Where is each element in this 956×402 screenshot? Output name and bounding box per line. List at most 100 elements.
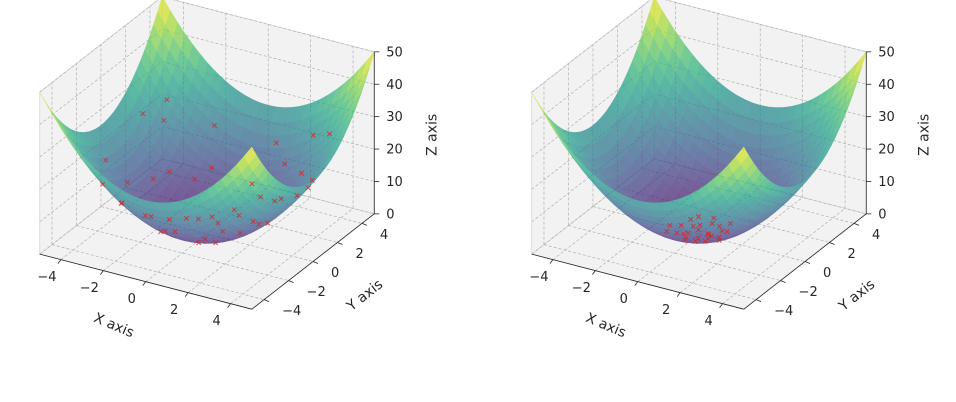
z-tick-label: 40 — [386, 78, 403, 93]
scatter-point — [195, 216, 201, 222]
scatter-point — [140, 110, 146, 117]
scatter-point — [278, 196, 284, 202]
x-tick-label: −2 — [80, 281, 99, 296]
scatter-point — [709, 220, 715, 226]
z-tick-label: 30 — [386, 110, 403, 125]
z-tick-label: 30 — [878, 110, 895, 125]
scatter-point — [142, 213, 148, 219]
scatter-point — [695, 227, 702, 233]
x-tick-label: 0 — [620, 292, 628, 307]
scatter-points — [100, 97, 333, 246]
y-tick-label: 0 — [823, 266, 831, 281]
z-tick-label: 40 — [878, 78, 895, 93]
x-tick-label: 0 — [128, 292, 136, 307]
scatter-point — [697, 222, 703, 228]
scatter-point — [690, 223, 696, 229]
scatter-point — [678, 222, 684, 229]
scatter-point — [709, 233, 715, 239]
scatter-point — [231, 207, 237, 213]
scatter-point — [166, 169, 172, 175]
scatter-point — [309, 177, 315, 183]
y-tick-label: 2 — [848, 247, 856, 262]
scatter-point — [294, 193, 300, 199]
y-tick-label: −4 — [774, 304, 793, 319]
scatter-point — [215, 220, 221, 226]
y-tick-label: −2 — [799, 285, 818, 300]
scatter-point — [250, 219, 256, 225]
z-tick-label: 10 — [878, 175, 895, 190]
scatter-point — [724, 229, 730, 235]
scatter-point — [202, 236, 208, 242]
scatter-point — [685, 230, 691, 236]
scatter-point — [702, 238, 708, 244]
scatter-point — [119, 200, 125, 206]
scatter-point — [695, 214, 702, 220]
scatter-point — [124, 179, 131, 186]
axis-lines — [39, 51, 380, 310]
y-tick-label: −2 — [307, 285, 326, 300]
z-tick-label: 50 — [386, 45, 403, 60]
x-tick-label: −4 — [529, 270, 548, 285]
scatter-point — [164, 97, 170, 103]
surface-patch — [157, 0, 171, 26]
y-tick-label: −4 — [282, 304, 301, 319]
scatter-point — [258, 194, 264, 200]
z-tick-label: 50 — [878, 45, 895, 60]
scatter-point — [237, 230, 243, 236]
z-tick-label: 20 — [878, 143, 895, 158]
scatter-point — [158, 229, 164, 235]
scatter-point — [310, 132, 316, 138]
y-tick-label: 0 — [331, 266, 339, 281]
x-tick-label: −4 — [37, 270, 56, 285]
surface — [39, 0, 375, 244]
scatter-point — [166, 217, 172, 223]
scatter-point — [211, 122, 218, 129]
scatter-point — [213, 240, 219, 246]
y-axis-label: Y axis — [343, 277, 386, 316]
scatter-point — [195, 240, 202, 246]
scatter-point — [209, 165, 215, 171]
scatter-point — [305, 185, 311, 191]
x-tick-label: −2 — [572, 281, 591, 296]
x-tick-label: 4 — [212, 314, 220, 329]
surface-patch — [649, 0, 663, 26]
scatter-point — [162, 228, 168, 234]
z-tick-label: 0 — [878, 207, 886, 222]
axis-lines — [531, 51, 872, 310]
z-axis-label: Z axis — [916, 114, 932, 156]
scatter-point — [236, 212, 242, 218]
scatter-point — [191, 176, 198, 182]
scatter-point — [682, 237, 688, 243]
z-tick-label: 10 — [386, 175, 403, 190]
scatter-point — [719, 228, 725, 234]
scatter-point — [150, 176, 156, 182]
scatter-point — [209, 214, 215, 220]
scatter-point — [256, 221, 262, 227]
z-axis-label: Z axis — [424, 114, 440, 156]
z-tick-label: 0 — [386, 207, 394, 222]
scatter-point — [680, 231, 687, 237]
y-tick-label: 2 — [356, 247, 364, 262]
x-axis-label: X axis — [583, 310, 628, 341]
scatter-point — [148, 214, 154, 220]
scatter-point — [716, 223, 722, 229]
y-tick-label: 4 — [380, 228, 388, 243]
scatter-point — [183, 215, 190, 221]
scatter-point — [706, 232, 712, 238]
scatter-point — [103, 157, 109, 163]
surface-patch — [735, 146, 749, 165]
scatter-point — [249, 181, 255, 187]
scatter-point — [674, 230, 680, 236]
y-axis-label: Y axis — [835, 277, 878, 316]
scatter-point — [664, 228, 670, 234]
scatter-point — [688, 216, 694, 222]
x-tick-label: 2 — [662, 303, 670, 318]
z-tick-label: 20 — [386, 143, 403, 158]
x-axis-label: X axis — [91, 310, 136, 341]
surface-patch — [39, 91, 52, 114]
scatter-point — [220, 228, 226, 235]
scatter-point — [161, 117, 167, 124]
